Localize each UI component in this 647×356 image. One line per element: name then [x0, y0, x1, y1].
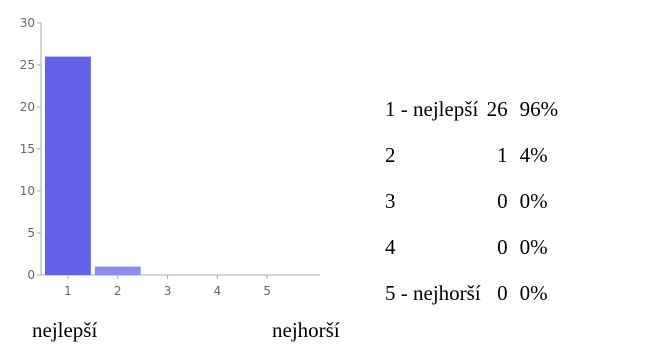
scale-label-best: nejlepší [32, 318, 98, 342]
summary-label: 3 [385, 188, 396, 213]
x-tick-label: 1 [64, 284, 72, 298]
y-tick-label: 5 [27, 226, 35, 240]
y-tick-label: 30 [20, 16, 35, 30]
y-tick-label: 20 [20, 100, 35, 114]
summary-percent: 96% [519, 96, 559, 121]
summary-count: 1 [497, 142, 508, 167]
summary-count: 0 [497, 280, 508, 305]
summary-percent: 0% [519, 234, 548, 259]
x-axis: 1 2 3 4 5 [41, 274, 320, 298]
response-bar-chart: 0 5 10 15 20 25 30 1 2 3 4 5 [20, 16, 320, 298]
summary-row: 4 0 0% [385, 224, 558, 270]
x-tick-label: 4 [214, 284, 222, 298]
y-axis: 0 5 10 15 20 25 30 [20, 16, 42, 282]
y-tick-label: 15 [20, 142, 35, 156]
summary-label: 1 - nejlepší [385, 96, 479, 121]
summary-row: 1 - nejlepší 26 96% [385, 86, 558, 132]
summary-percent: 4% [519, 142, 548, 167]
summary-label: 5 - nejhorší [385, 280, 481, 305]
summary-row: 5 - nejhorší 0 0% [385, 270, 558, 316]
bars [45, 56, 141, 275]
summary-table: 1 - nejlepší 26 96% 2 1 4% 3 0 0% 4 0 0% 5 - nejhorš… [385, 86, 558, 316]
summary-label: 2 [385, 142, 396, 167]
scale-label-worst: nejhorší [272, 318, 340, 342]
summary-label: 4 [385, 234, 396, 259]
summary-count: 26 [486, 96, 508, 121]
summary-row: 2 1 4% [385, 132, 558, 178]
summary-count: 0 [497, 234, 508, 259]
summary-count: 0 [497, 188, 508, 213]
x-tick-label: 5 [263, 284, 271, 298]
x-tick-label: 2 [114, 284, 122, 298]
y-tick-label: 0 [27, 268, 35, 282]
y-tick-label: 25 [20, 58, 35, 72]
bar-2 [94, 266, 141, 275]
y-tick-label: 10 [20, 184, 35, 198]
summary-row: 3 0 0% [385, 178, 558, 224]
bar-1 [45, 56, 91, 275]
summary-percent: 0% [519, 280, 548, 305]
summary-percent: 0% [519, 188, 548, 213]
x-tick-label: 3 [164, 284, 172, 298]
